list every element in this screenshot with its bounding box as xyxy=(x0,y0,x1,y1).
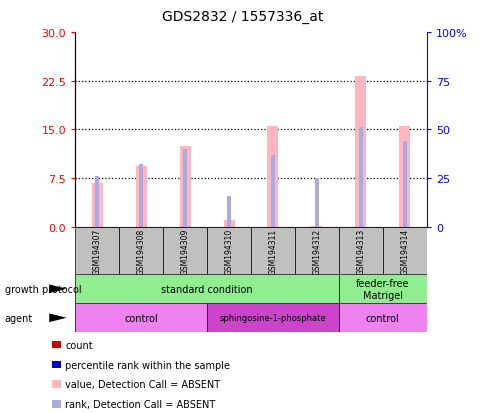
Text: GSM194313: GSM194313 xyxy=(356,228,364,274)
Bar xyxy=(52,361,60,368)
Text: GSM194310: GSM194310 xyxy=(224,228,233,274)
Bar xyxy=(223,220,234,227)
Bar xyxy=(227,196,230,227)
Text: GSM194309: GSM194309 xyxy=(180,228,189,274)
Bar xyxy=(207,304,338,332)
Bar xyxy=(338,227,382,275)
Bar xyxy=(402,142,406,227)
Bar xyxy=(382,227,426,275)
Bar xyxy=(139,165,143,227)
Bar xyxy=(91,183,103,227)
Bar xyxy=(271,155,274,227)
Bar xyxy=(251,227,294,275)
Polygon shape xyxy=(49,285,66,293)
Bar xyxy=(315,178,318,227)
Bar xyxy=(163,227,207,275)
Bar xyxy=(52,341,60,348)
Text: agent: agent xyxy=(5,313,33,323)
Text: count: count xyxy=(65,340,93,350)
Bar xyxy=(95,177,99,227)
Bar xyxy=(207,227,251,275)
Bar xyxy=(136,167,146,227)
Bar xyxy=(183,150,186,227)
Text: sphingosine-1-phosphate: sphingosine-1-phosphate xyxy=(219,313,326,323)
Bar xyxy=(267,127,278,227)
Text: rank, Detection Call = ABSENT: rank, Detection Call = ABSENT xyxy=(65,399,215,409)
Bar xyxy=(119,227,163,275)
Bar xyxy=(75,275,338,304)
Bar xyxy=(75,227,119,275)
Text: GDS2832 / 1557336_at: GDS2832 / 1557336_at xyxy=(162,10,322,24)
Text: GSM194314: GSM194314 xyxy=(399,228,408,274)
Bar xyxy=(398,127,409,227)
Text: control: control xyxy=(124,313,158,323)
Bar xyxy=(52,400,60,408)
Text: GSM194311: GSM194311 xyxy=(268,228,277,274)
Bar xyxy=(355,76,365,227)
Bar xyxy=(52,380,60,388)
Text: value, Detection Call = ABSENT: value, Detection Call = ABSENT xyxy=(65,380,220,389)
Bar xyxy=(75,304,207,332)
Text: GSM194307: GSM194307 xyxy=(92,228,102,274)
Text: percentile rank within the sample: percentile rank within the sample xyxy=(65,360,230,370)
Bar xyxy=(358,128,362,227)
Text: feeder-free
Matrigel: feeder-free Matrigel xyxy=(355,278,409,300)
Bar xyxy=(338,304,426,332)
Text: growth protocol: growth protocol xyxy=(5,284,81,294)
Bar xyxy=(311,226,322,227)
Text: standard condition: standard condition xyxy=(161,284,252,294)
Bar xyxy=(338,275,426,304)
Bar xyxy=(294,227,338,275)
Text: GSM194312: GSM194312 xyxy=(312,228,321,274)
Text: control: control xyxy=(365,313,399,323)
Text: GSM194308: GSM194308 xyxy=(136,228,145,274)
Polygon shape xyxy=(49,314,66,322)
Bar xyxy=(179,146,190,227)
